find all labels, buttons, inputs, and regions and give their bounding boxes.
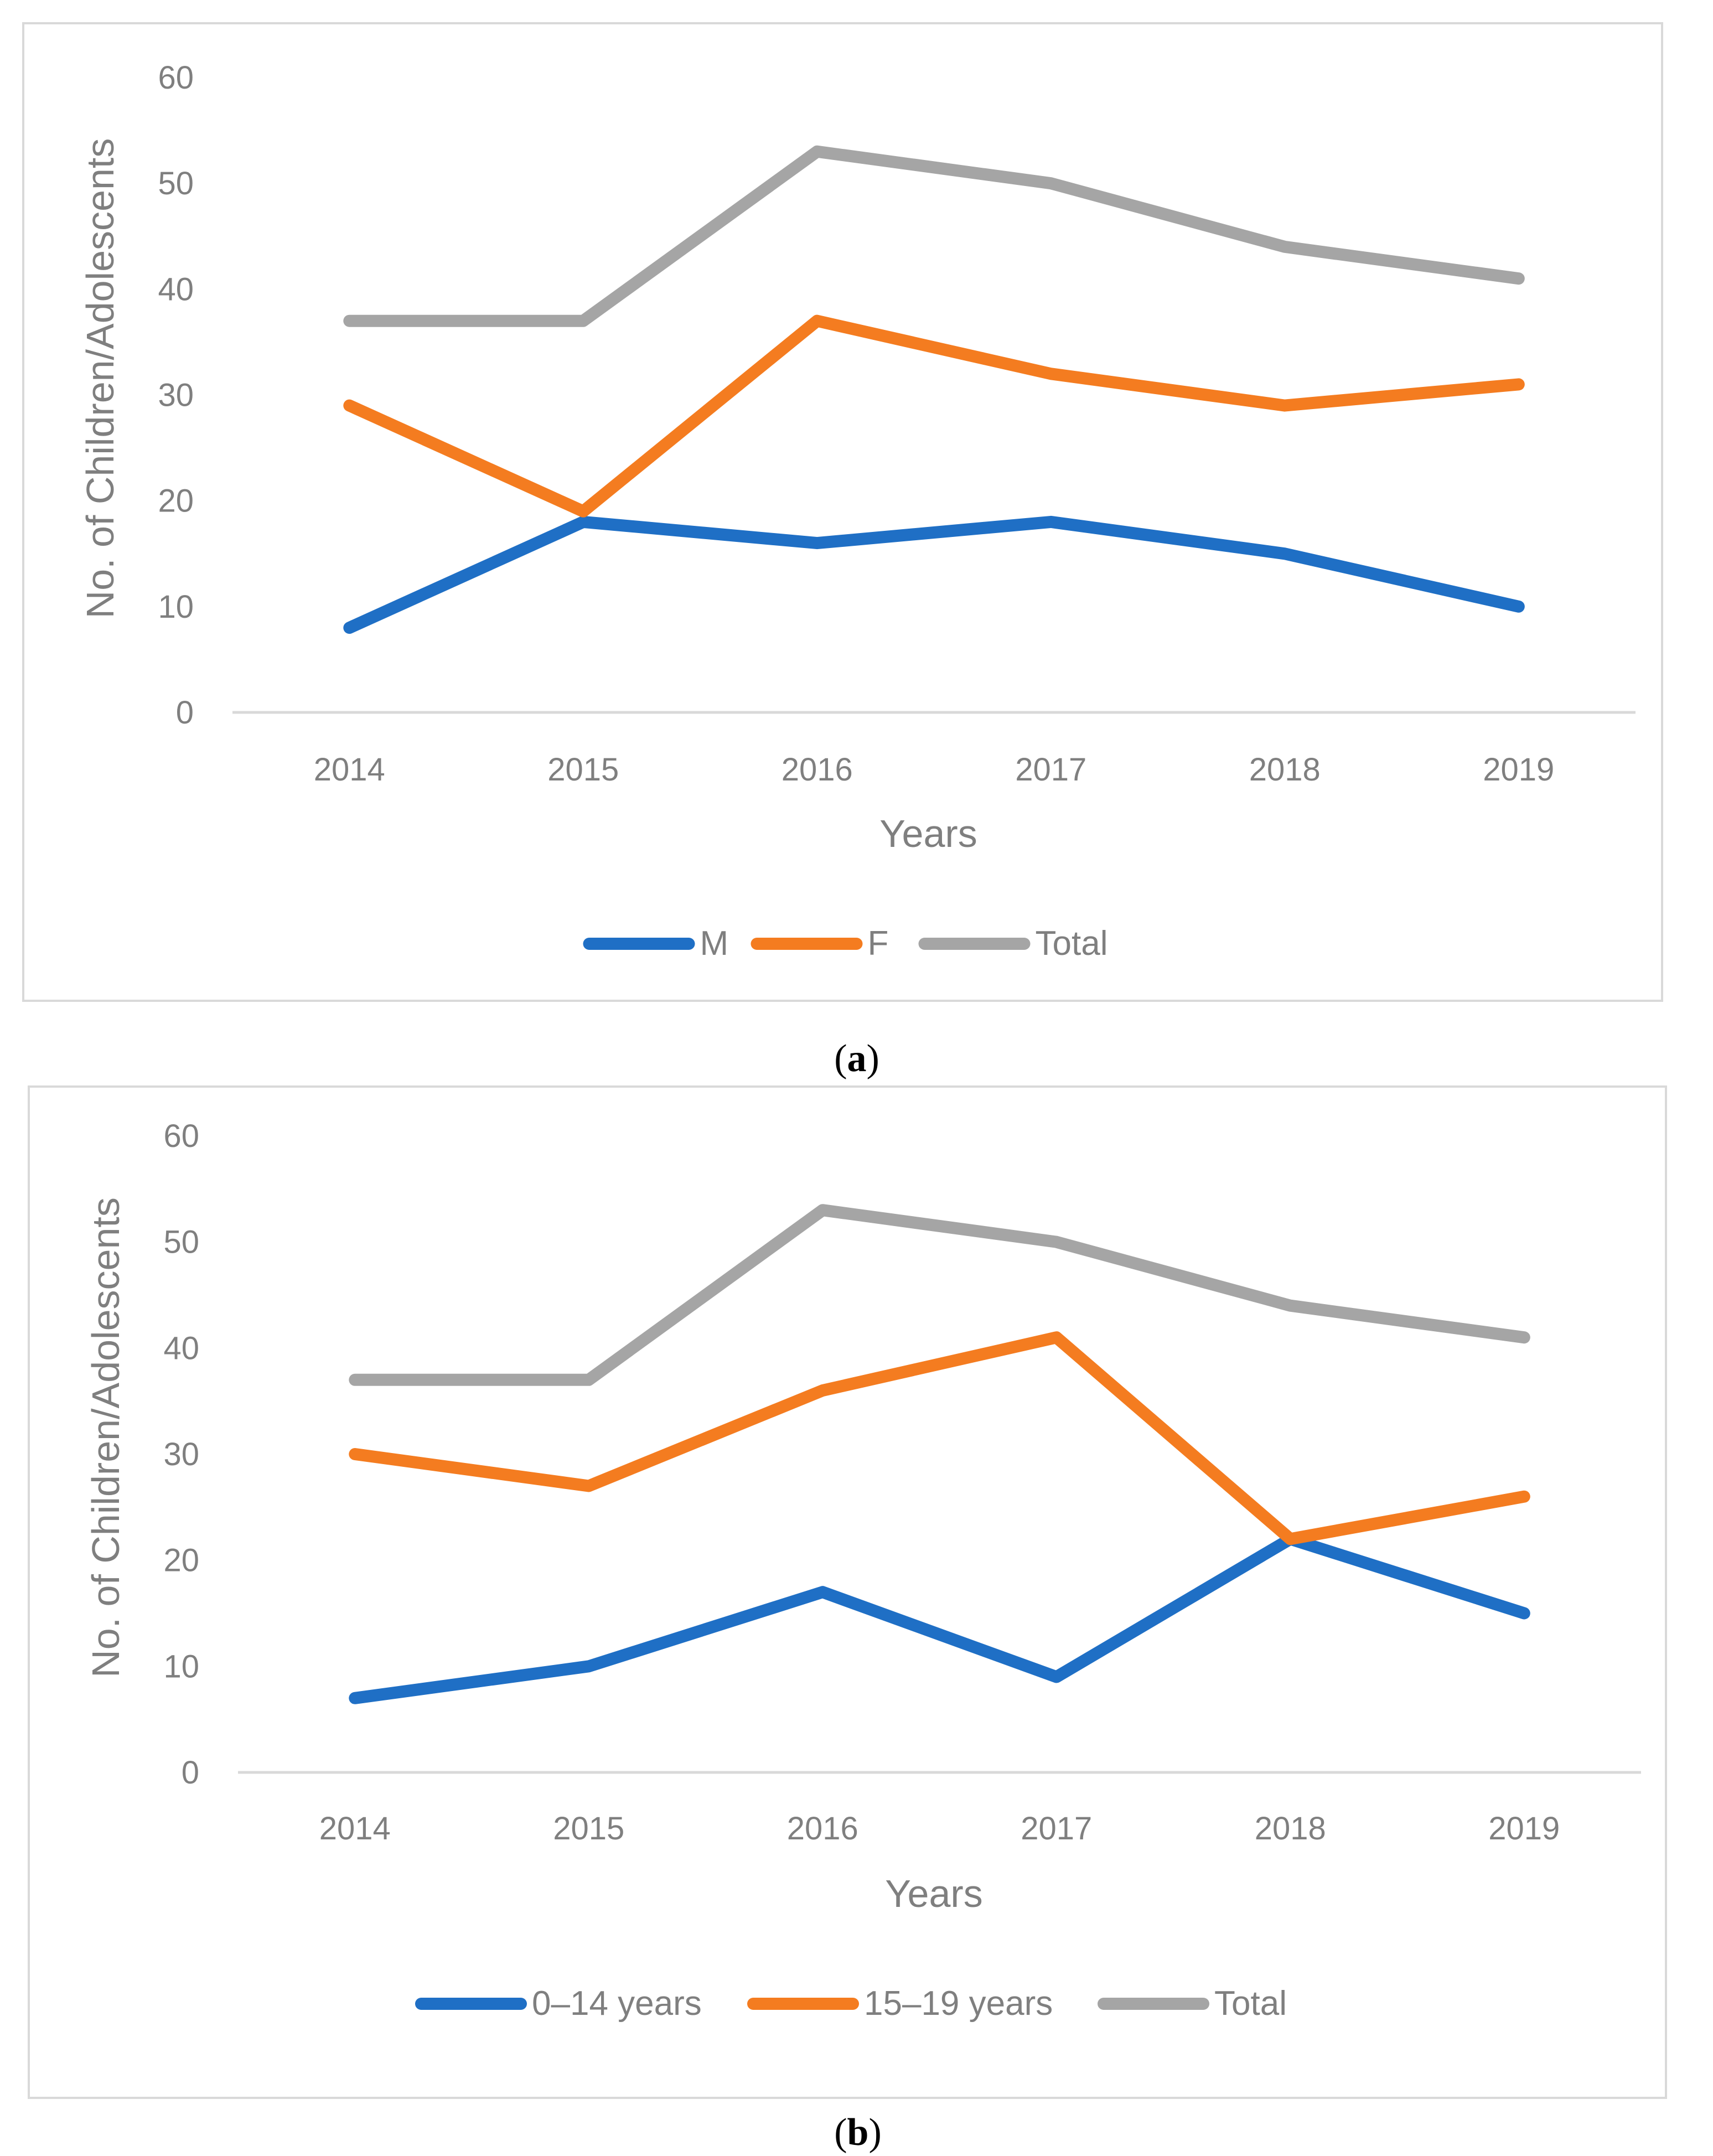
x-tick-label: 2016 (782, 752, 853, 788)
y-axis-title: No. of Children/Adolescents (79, 138, 122, 619)
chart-frame (22, 22, 1663, 1002)
legend-label: M (700, 924, 729, 963)
y-tick-label: 50 (158, 166, 194, 201)
legend-label: Total (1036, 924, 1108, 963)
x-tick-label: 2017 (1021, 1811, 1092, 1847)
x-axis-title: Years (879, 812, 977, 855)
y-tick-label: 0 (176, 695, 194, 731)
series-line-2 (343, 314, 1525, 518)
x-tick-label: 2014 (319, 1811, 391, 1847)
y-tick-label: 10 (158, 589, 194, 625)
series-line-3 (343, 145, 1525, 327)
chart-frame (28, 1085, 1667, 2099)
y-tick-label: 60 (158, 60, 194, 96)
y-tick-label: 0 (182, 1755, 199, 1791)
x-tick-label: 2015 (553, 1811, 624, 1847)
legend-label: 15–19 years (864, 1984, 1053, 2023)
y-tick-label: 40 (163, 1330, 199, 1366)
x-tick-label: 2018 (1255, 1811, 1326, 1847)
x-tick-label: 2017 (1015, 752, 1086, 788)
panel-caption: (b) (834, 2111, 882, 2154)
legend-label: 0–14 years (532, 1984, 702, 2023)
x-tick-label: 2016 (787, 1811, 858, 1847)
x-tick-label: 2014 (314, 752, 385, 788)
x-axis-title: Years (885, 1872, 982, 1915)
series-line-1 (343, 515, 1525, 634)
y-tick-label: 30 (163, 1436, 199, 1472)
y-tick-label: 40 (158, 271, 194, 307)
y-tick-label: 20 (163, 1543, 199, 1579)
series-line-3 (349, 1204, 1530, 1386)
y-tick-label: 30 (158, 378, 194, 413)
x-tick-label: 2019 (1488, 1811, 1560, 1847)
x-tick-label: 2018 (1249, 752, 1321, 788)
y-axis-title: No. of Children/Adolescents (84, 1197, 127, 1678)
y-tick-label: 50 (163, 1224, 199, 1260)
chart-panel-a: 0 10 20 30 40 50 60 2014 2015 2016 2017 2018 2019 Yea… (22, 22, 1663, 1080)
y-tick-label: 10 (163, 1648, 199, 1684)
series-line-2 (349, 1331, 1530, 1545)
x-tick-label: 2019 (1483, 752, 1554, 788)
panel-caption: (a) (834, 1037, 879, 1080)
legend: 0–14 years 15–19 years Total (415, 1984, 1287, 2023)
x-tick-label: 2015 (547, 752, 619, 788)
legend: M F Total (583, 924, 1108, 963)
y-tick-label: 20 (158, 483, 194, 519)
legend-label: Total (1214, 1984, 1287, 2023)
chart-panel-b: 0 10 20 30 40 50 60 2014 2015 2016 2017 2018 2019 Yea… (28, 1085, 1667, 2154)
series-line-1 (349, 1533, 1530, 1704)
legend-label: F (868, 924, 889, 963)
y-tick-label: 60 (163, 1118, 199, 1154)
